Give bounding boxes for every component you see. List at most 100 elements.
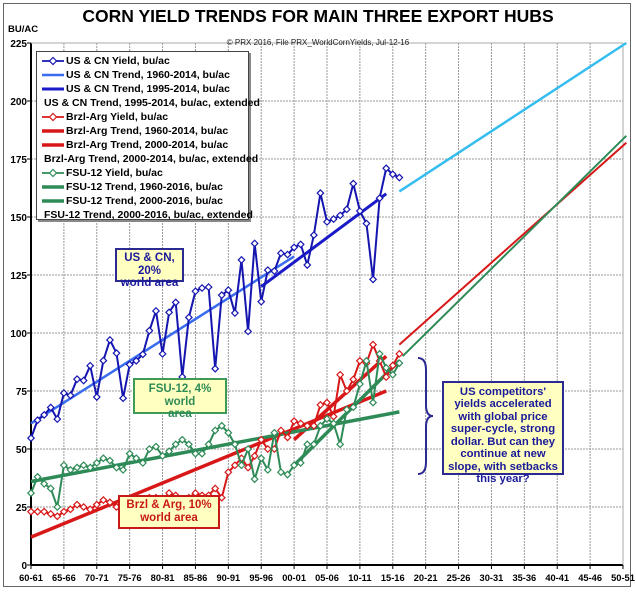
data-point [33, 472, 42, 481]
data-point [283, 250, 292, 259]
trend-line-us-cn-trend-1995-2014-bu-ac-extended [398, 41, 627, 193]
data-point [86, 361, 95, 370]
data-point [355, 356, 364, 365]
data-point [66, 465, 75, 474]
y-axis-label: BU/AC [8, 24, 39, 35]
data-point [171, 440, 180, 449]
x-tick-label: 60-61 [19, 573, 43, 583]
x-tick-label: 20-21 [414, 573, 438, 583]
data-point [375, 194, 384, 203]
legend-swatch [42, 168, 64, 178]
legend-swatch [42, 73, 64, 77]
data-point [72, 375, 82, 384]
data-point [276, 249, 286, 258]
data-point [112, 349, 121, 358]
data-point [66, 391, 75, 400]
data-point [53, 512, 62, 521]
data-point [204, 283, 213, 292]
x-tick-label: 15-16 [381, 573, 405, 583]
data-point [26, 489, 36, 498]
annotation-fsu: FSU-12, 4% world area [133, 378, 227, 420]
data-point [224, 468, 233, 477]
legend-label: FSU-12 Trend, 2000-2016, bu/ac [66, 195, 223, 207]
data-point [165, 308, 174, 317]
data-point [92, 458, 101, 467]
legend-item: US & CN Trend, 1995-2014, bu/ac [37, 82, 248, 96]
data-point [303, 440, 312, 449]
data-point [237, 461, 246, 470]
data-point [263, 266, 272, 275]
data-point [119, 465, 128, 474]
data-point [283, 433, 292, 442]
x-tick-label: 10-11 [348, 573, 371, 583]
y-tick-label: 175 [10, 155, 27, 166]
data-point [322, 414, 332, 423]
data-point [99, 454, 108, 463]
data-point [211, 484, 220, 493]
data-point [263, 465, 272, 474]
y-tick-label: 0 [21, 561, 27, 572]
data-point [204, 440, 213, 449]
data-point [53, 502, 62, 512]
data-point [342, 405, 351, 414]
data-point [138, 350, 147, 359]
data-point [270, 428, 279, 437]
data-point [382, 373, 391, 382]
data-point [72, 463, 82, 472]
x-tick-label: 90-91 [216, 573, 240, 583]
data-point [263, 444, 272, 454]
x-tick-label: 35-36 [512, 573, 536, 583]
data-point [105, 335, 114, 345]
annotation-brzl-arg: Brzl & Arg, 10% world area [118, 495, 220, 529]
legend-swatch [42, 185, 64, 189]
data-point [250, 239, 259, 248]
data-point [362, 219, 371, 228]
data-point [309, 440, 318, 449]
data-point [362, 356, 371, 365]
data-point [349, 403, 358, 412]
data-point [165, 447, 174, 456]
y-tick-label: 225 [10, 39, 27, 50]
data-point [388, 361, 397, 370]
x-tick-label: 75-76 [118, 573, 142, 583]
data-point [59, 507, 68, 516]
data-point [309, 231, 318, 240]
legend-item: Brzl-Arg Trend, 2000-2014, bu/ac, extend… [37, 152, 258, 166]
data-point [382, 164, 391, 173]
data-point [125, 360, 134, 369]
annotation-us-cn-line2: world area [120, 277, 179, 290]
data-point [290, 417, 299, 426]
data-point [303, 421, 312, 430]
data-point [40, 410, 49, 419]
y-tick-label: 100 [10, 329, 27, 340]
data-point [230, 440, 239, 449]
data-point [197, 449, 207, 458]
data-point [53, 415, 62, 424]
data-point [178, 435, 187, 444]
y-tick-label: 75 [16, 387, 28, 398]
legend-item: Brzl-Arg Yield, bu/ac [37, 110, 248, 124]
data-point [250, 451, 259, 461]
data-point [244, 444, 253, 454]
data-point [296, 458, 305, 467]
x-tick-label: 40-41 [545, 573, 569, 583]
data-point [355, 206, 364, 216]
chart-subtitle: © PRX 2016, File PRX_WorldCornYields, Ju… [226, 38, 410, 47]
data-point [368, 340, 378, 349]
data-point [375, 349, 384, 358]
data-point [171, 298, 180, 307]
legend-item: FSU-12 Trend, 2000-2016, bu/ac [37, 194, 248, 208]
data-point [79, 376, 88, 385]
data-point [79, 502, 88, 512]
trend-line-fsu-12-trend-2000-2016-bu-ac-extended [401, 135, 627, 357]
data-point [368, 398, 378, 407]
annotation-note: US competitors' yields accelerated with … [442, 381, 564, 485]
annotation-fsu-line1: FSU-12, 4% world [148, 383, 212, 408]
data-point [211, 426, 220, 435]
data-point [329, 215, 338, 224]
data-point [368, 275, 378, 284]
annotation-brzl-line2: world area [140, 511, 198, 524]
data-point [395, 349, 404, 358]
legend-label: Brzl-Arg Yield, bu/ac [66, 111, 169, 123]
